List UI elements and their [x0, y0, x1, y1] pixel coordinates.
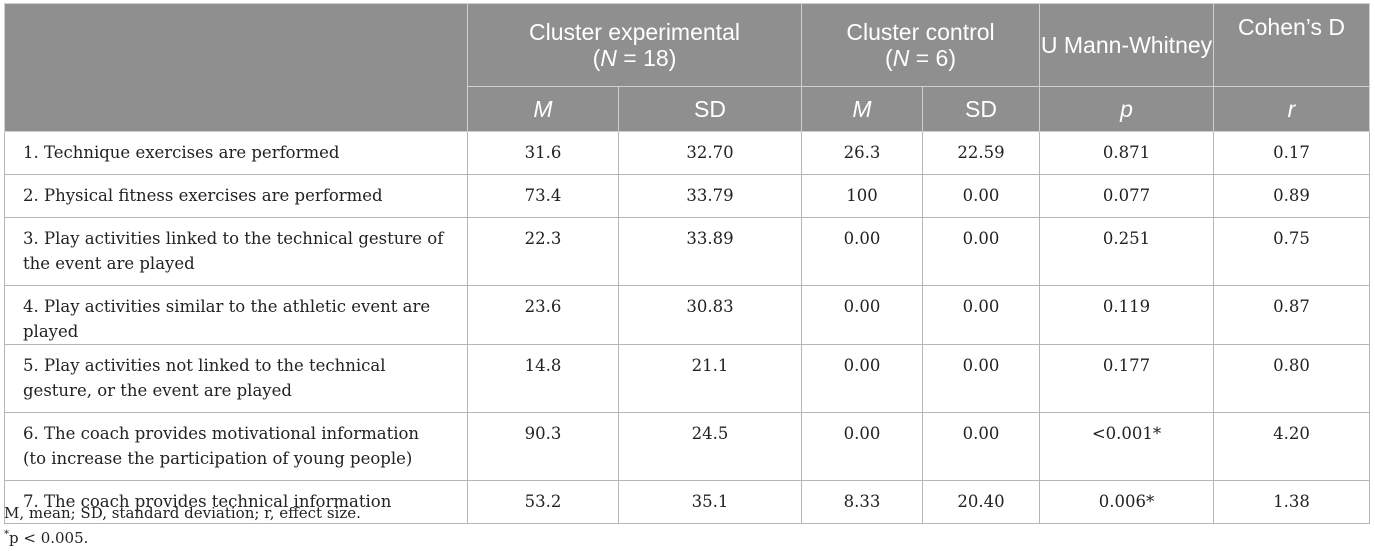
results-table-container: Cluster experimental (N = 18) Cluster con… [4, 3, 1371, 524]
row-label: 3. Play activities linked to the technic… [4, 217, 468, 286]
row-label: 7. The coach provides technical informat… [4, 480, 468, 524]
mean-control-cell: 100 [801, 174, 924, 218]
table-row: 2. Physical fitness exercises are perfor… [4, 174, 1371, 218]
row-label: 4. Play activities similar to the athlet… [4, 285, 468, 345]
header-mean-control: M [801, 86, 924, 132]
mean-experimental-cell: 31.6 [467, 131, 619, 175]
table-row: 7. The coach provides technical informat… [4, 480, 1371, 524]
sd-control-cell: 0.00 [922, 344, 1041, 413]
mean-control-cell: 0.00 [801, 217, 924, 286]
effect-size-cell: 0.17 [1213, 131, 1371, 175]
mean-control-cell: 8.33 [801, 480, 924, 524]
mean-experimental-cell: 73.4 [467, 174, 619, 218]
p-value-cell: 0.251 [1039, 217, 1215, 286]
sd-control-cell: 0.00 [922, 285, 1041, 345]
header-cluster-control: Cluster control (N = 6) [801, 3, 1041, 87]
sd-experimental-cell: 30.83 [617, 285, 803, 345]
header-p-value: p [1039, 86, 1215, 132]
p-value-cell: 0.177 [1039, 344, 1215, 413]
header-row-stats: M SD M SD p r [5, 86, 1371, 132]
header-mean-experimental: M [467, 86, 619, 132]
effect-size-cell: 1.38 [1213, 480, 1371, 524]
effect-size-cell: 0.75 [1213, 217, 1371, 286]
row-label: 5. Play activities not linked to the tec… [4, 344, 468, 413]
mean-experimental-cell: 22.3 [467, 217, 619, 286]
sd-control-cell: 0.00 [922, 217, 1041, 286]
header-empty-cell [4, 3, 468, 132]
sd-control-cell: 22.59 [922, 131, 1041, 175]
table-row: 6. The coach provides motivational infor… [4, 412, 1371, 481]
sd-experimental-cell: 33.79 [617, 174, 803, 218]
sd-control-cell: 20.40 [922, 480, 1041, 524]
mean-control-cell: 0.00 [801, 344, 924, 413]
sd-experimental-cell: 24.5 [617, 412, 803, 481]
sd-experimental-cell: 33.89 [617, 217, 803, 286]
row-label: 6. The coach provides motivational infor… [4, 412, 468, 481]
sd-experimental-cell: 35.1 [617, 480, 803, 524]
effect-size-cell: 0.87 [1213, 285, 1371, 345]
mean-control-cell: 0.00 [801, 285, 924, 345]
header-u-mann-whitney: U Mann-Whitney [1039, 3, 1215, 87]
mean-control-cell: 0.00 [801, 412, 924, 481]
effect-size-cell: 4.20 [1213, 412, 1371, 481]
table-row: 4. Play activities similar to the athlet… [4, 285, 1371, 345]
p-value-cell: 0.077 [1039, 174, 1215, 218]
header-effect-size: r [1213, 86, 1371, 132]
sd-control-cell: 0.00 [922, 174, 1041, 218]
mean-experimental-cell: 23.6 [467, 285, 619, 345]
table-footnotes: M, mean; SD, standard deviation; r, effe… [4, 502, 361, 549]
mean-experimental-cell: 90.3 [467, 412, 619, 481]
mean-experimental-cell: 14.8 [467, 344, 619, 413]
p-value-cell: 0.006* [1039, 480, 1215, 524]
sd-experimental-cell: 32.70 [617, 131, 803, 175]
effect-size-cell: 0.80 [1213, 344, 1371, 413]
header-cohens-d: Cohen’s D [1213, 3, 1371, 87]
footnote-abbreviations: M, mean; SD, standard deviation; r, effe… [4, 504, 361, 522]
table-row: 1. Technique exercises are performed 31.… [4, 131, 1371, 175]
row-label: 1. Technique exercises are performed [4, 131, 468, 175]
results-table: Cluster experimental (N = 18) Cluster con… [4, 3, 1371, 524]
sd-experimental-cell: 21.1 [617, 344, 803, 413]
table-row: 5. Play activities not linked to the tec… [4, 344, 1371, 413]
p-value-cell: 0.871 [1039, 131, 1215, 175]
mean-experimental-cell: 53.2 [467, 480, 619, 524]
sd-control-cell: 0.00 [922, 412, 1041, 481]
header-cluster-experimental: Cluster experimental (N = 18) [466, 3, 803, 87]
table-row: 3. Play activities linked to the technic… [4, 217, 1371, 286]
mean-control-cell: 26.3 [801, 131, 924, 175]
row-label: 2. Physical fitness exercises are perfor… [4, 174, 468, 218]
p-value-cell: <0.001* [1039, 412, 1215, 481]
p-value-cell: 0.119 [1039, 285, 1215, 345]
header-sd-experimental: SD [617, 86, 803, 132]
footnote-significance: *p < 0.005. [4, 529, 89, 547]
header-row-groups: Cluster experimental (N = 18) Cluster con… [4, 3, 1371, 132]
effect-size-cell: 0.89 [1213, 174, 1371, 218]
header-sd-control: SD [922, 86, 1041, 132]
